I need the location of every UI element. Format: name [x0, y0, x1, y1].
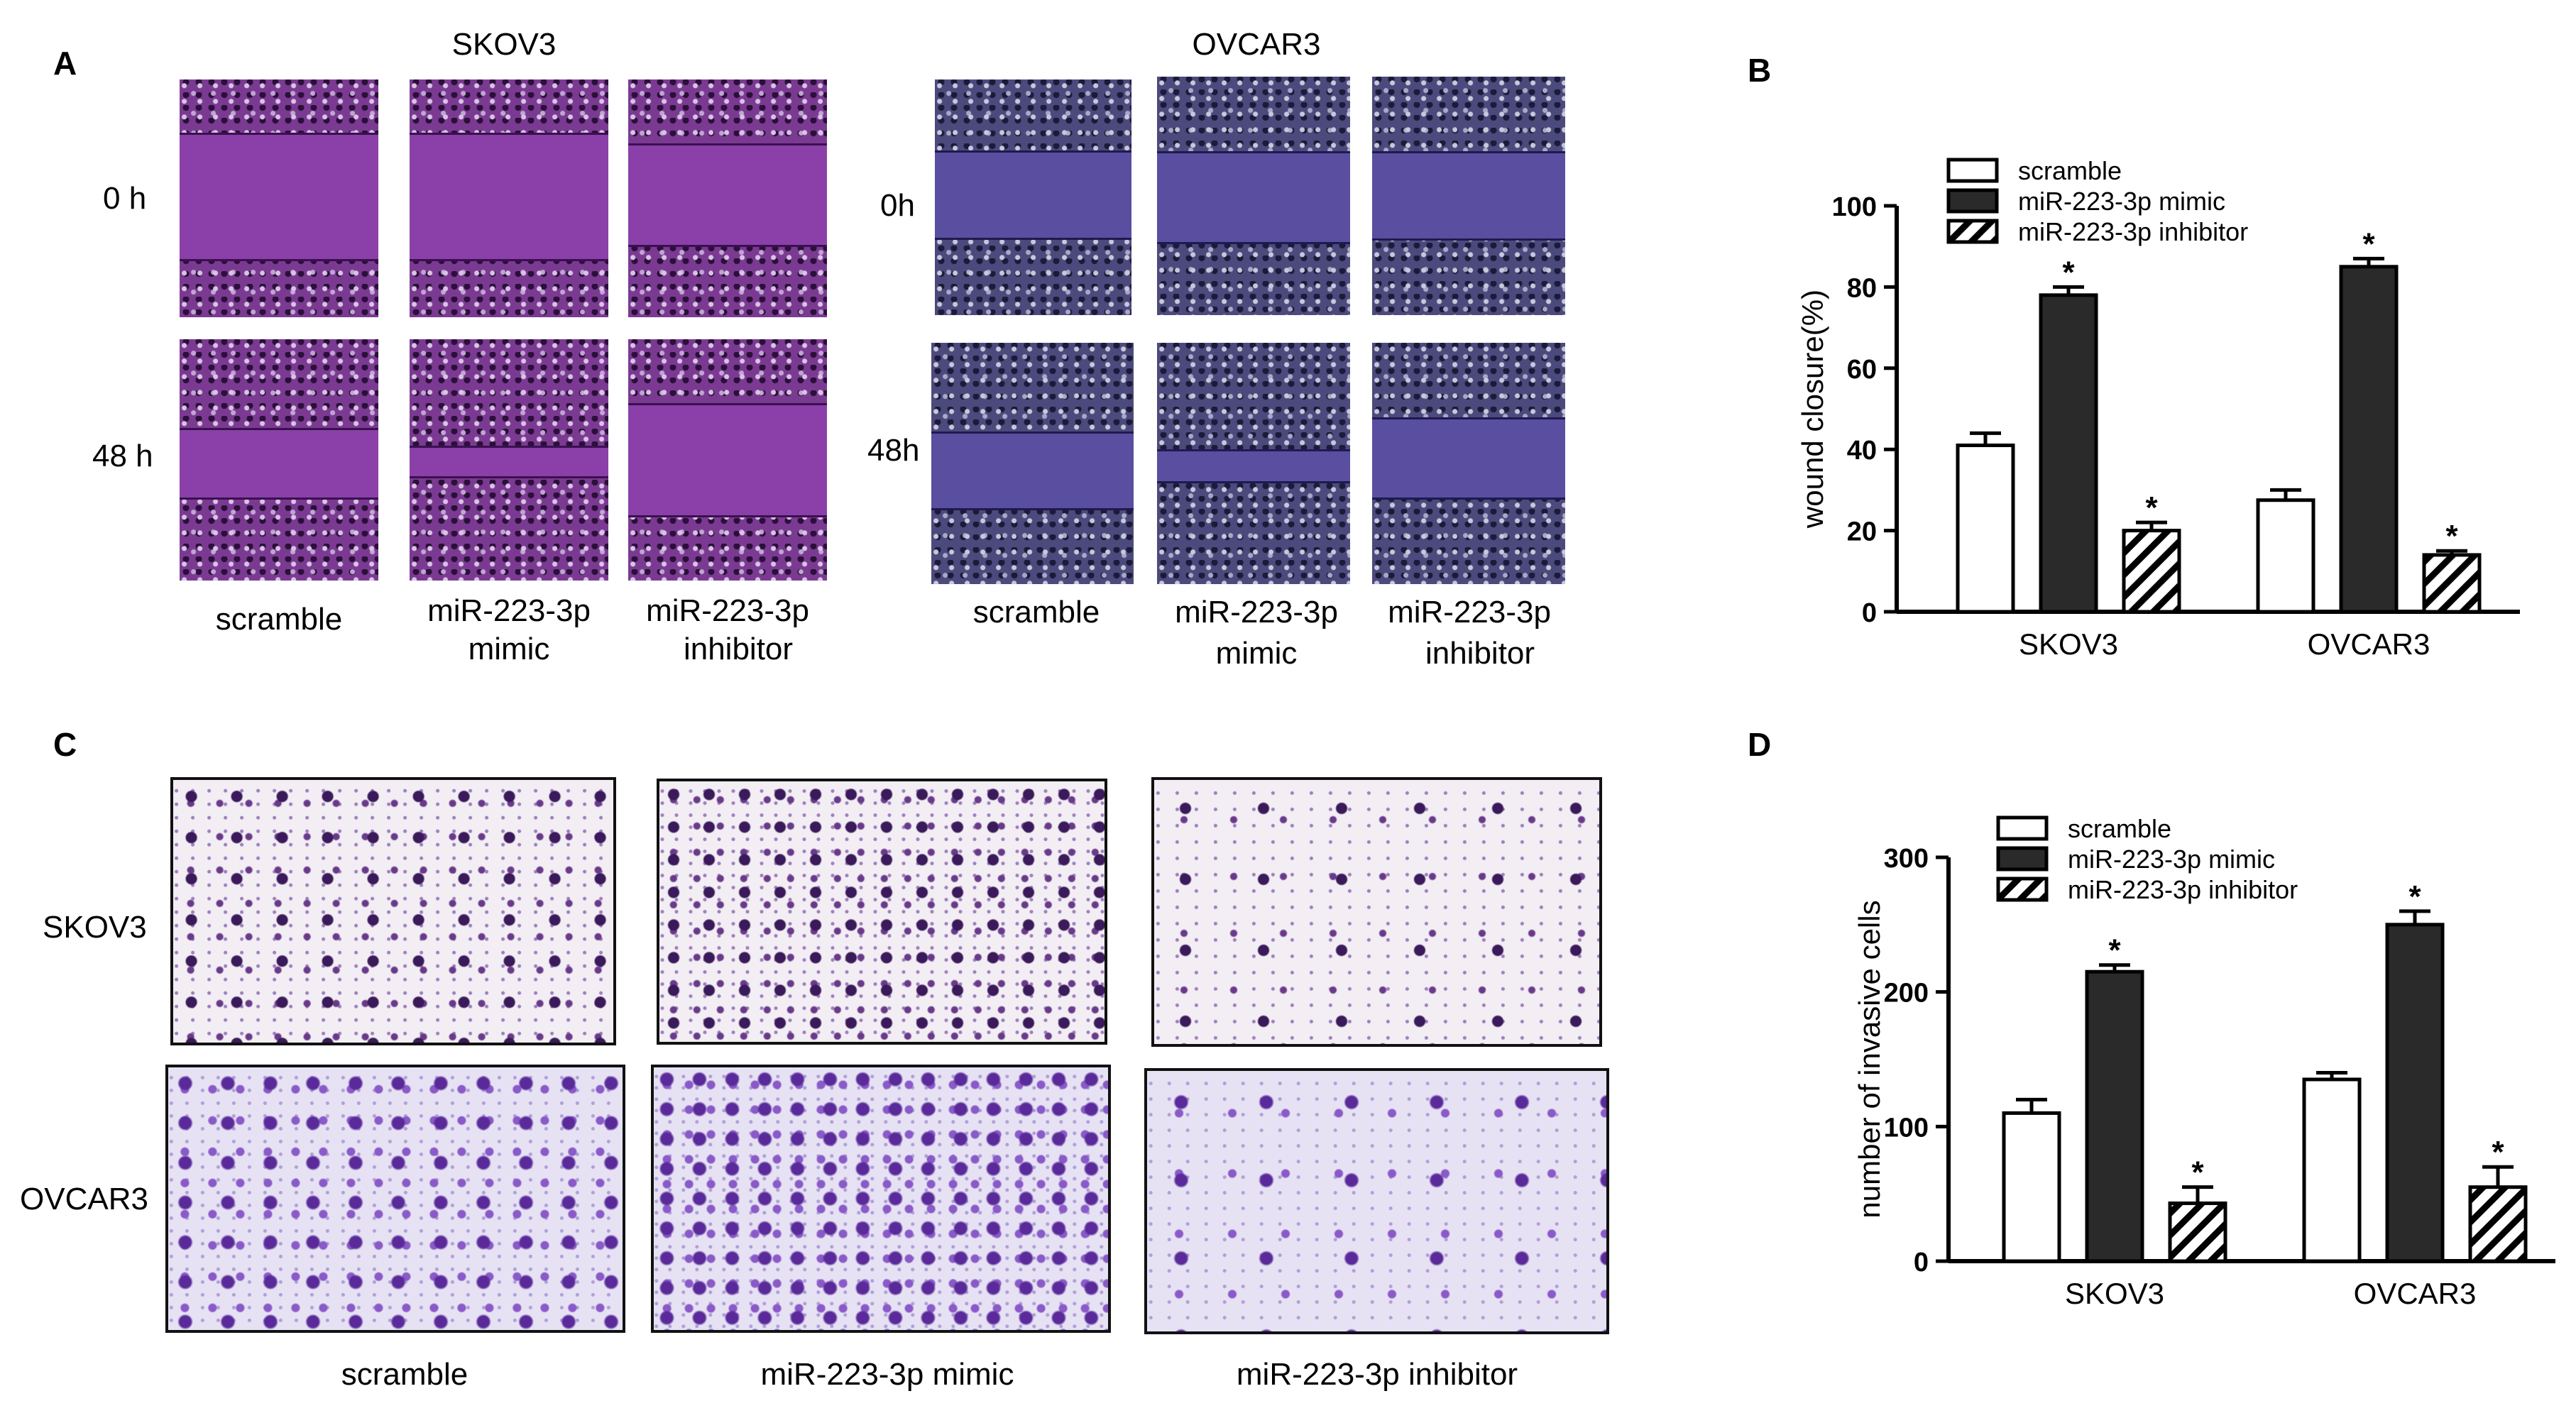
ovcar3-scratch-inhibitor-0h — [1372, 77, 1565, 315]
ovcar3-cond-scramble: scramble — [972, 595, 1100, 630]
chart-b-xtick-label-0: SKOV3 — [2019, 627, 2118, 661]
chart-b-ytick-label-2: 40 — [1847, 436, 1877, 466]
chart-b-ytick-label-4: 80 — [1847, 273, 1877, 303]
chart-b-legend-swatch-0 — [1946, 158, 1999, 183]
invasion-ovcar3-inhibitor — [1144, 1068, 1609, 1334]
panel-c-row-ovcar3: OVCAR3 — [20, 1182, 148, 1216]
ovcar3-scratch-mimic-0h — [1157, 77, 1350, 315]
ovcar3-cond-mimic-line1: miR-223-3p — [1175, 595, 1338, 630]
chart-b-bar-skov3-s1 — [2039, 293, 2098, 614]
ovcar3-scratch-inhibitor-48h — [1372, 343, 1565, 584]
chart-b-y-label: wound closure(%) — [1796, 290, 1829, 529]
chart-b-legend-label-2: miR-223-3p inhibitor — [2018, 217, 2248, 246]
chart-b-sig-ovcar3-s2: * — [2445, 519, 2458, 554]
skov3-cond-mimic-line1: miR-223-3p — [427, 593, 591, 628]
ovcar3-time-48h: 48h — [867, 433, 920, 468]
panel-c-cond-inhibitor: miR-223-3p inhibitor — [1236, 1357, 1518, 1392]
chart-b-legend-swatch-2 — [1946, 219, 1999, 244]
chart-b-ytick-label-0: 0 — [1862, 598, 1877, 628]
panel-label-a: A — [53, 45, 77, 82]
panel-c-cond-scramble: scramble — [341, 1357, 468, 1392]
ovcar3-scratch-scramble-0h — [935, 79, 1131, 315]
panel-label-d: D — [1748, 726, 1772, 763]
chart-b-bar-skov3-s0 — [1956, 443, 2015, 614]
invasion-skov3-inhibitor — [1151, 777, 1602, 1047]
panel-c-row-skov3: SKOV3 — [43, 910, 147, 945]
invasion-ovcar3-scramble — [165, 1065, 625, 1333]
panel-c-cond-mimic: miR-223-3p mimic — [760, 1357, 1014, 1392]
skov3-cond-mimic-line2: mimic — [468, 632, 550, 666]
invasion-skov3-scramble — [170, 777, 616, 1045]
ovcar3-scratch-scramble-48h — [931, 343, 1134, 584]
invasion-ovcar3-mimic — [651, 1065, 1111, 1333]
panel-label-c: C — [53, 726, 77, 763]
chart-b-xtick-label-1: OVCAR3 — [2308, 627, 2430, 661]
ovcar3-cond-inhibitor-line2: inhibitor — [1425, 636, 1535, 671]
skov3-scratch-scramble-48h — [180, 339, 378, 581]
skov3-time-0h: 0 h — [103, 181, 147, 216]
skov3-scratch-scramble-0h — [180, 79, 378, 317]
chart-b-bar-ovcar3-s2 — [2422, 553, 2482, 614]
skov3-scratch-inhibitor-0h — [628, 79, 827, 317]
ovcar3-cond-mimic-line2: mimic — [1215, 636, 1298, 671]
chart-b-sig-skov3-s2: * — [2145, 490, 2158, 525]
skov3-cond-inhibitor-line1: miR-223-3p — [646, 593, 809, 628]
skov3-scratch-mimic-48h — [410, 339, 608, 581]
ovcar3-scratch-mimic-48h — [1157, 343, 1350, 584]
panel-a-title-ovcar3: OVCAR3 — [1192, 27, 1321, 62]
skov3-scratch-inhibitor-48h — [628, 339, 827, 581]
chart-b-ytick-label-1: 20 — [1847, 517, 1877, 547]
invasion-skov3-mimic — [657, 779, 1107, 1045]
ovcar3-time-0h: 0h — [880, 188, 915, 223]
chart-b-legend-swatch-1 — [1946, 188, 1999, 214]
skov3-cond-scramble: scramble — [215, 602, 343, 637]
chart-b-legend-label-1: miR-223-3p mimic — [2018, 187, 2225, 216]
chart-b-bar-skov3-s2 — [2122, 529, 2181, 614]
chart-b-ytick-label-3: 60 — [1847, 355, 1877, 385]
chart-b-bar-ovcar3-s0 — [2256, 498, 2315, 614]
chart-b-sig-ovcar3-s1: * — [2362, 226, 2375, 261]
skov3-cond-inhibitor-line2: inhibitor — [683, 632, 794, 666]
chart-b-ytick-label-5: 100 — [1832, 192, 1877, 222]
skov3-time-48h: 48 h — [92, 439, 153, 473]
chart-b-bar-ovcar3-s1 — [2339, 265, 2399, 614]
chart-b-legend-label-0: scramble — [2018, 156, 2122, 185]
panel-a-title-skov3: SKOV3 — [451, 27, 557, 62]
ovcar3-cond-inhibitor-line1: miR-223-3p — [1388, 595, 1551, 630]
chart-b-sig-skov3-s1: * — [2062, 255, 2075, 290]
panel-label-b: B — [1748, 52, 1772, 89]
skov3-scratch-mimic-0h — [410, 79, 608, 317]
